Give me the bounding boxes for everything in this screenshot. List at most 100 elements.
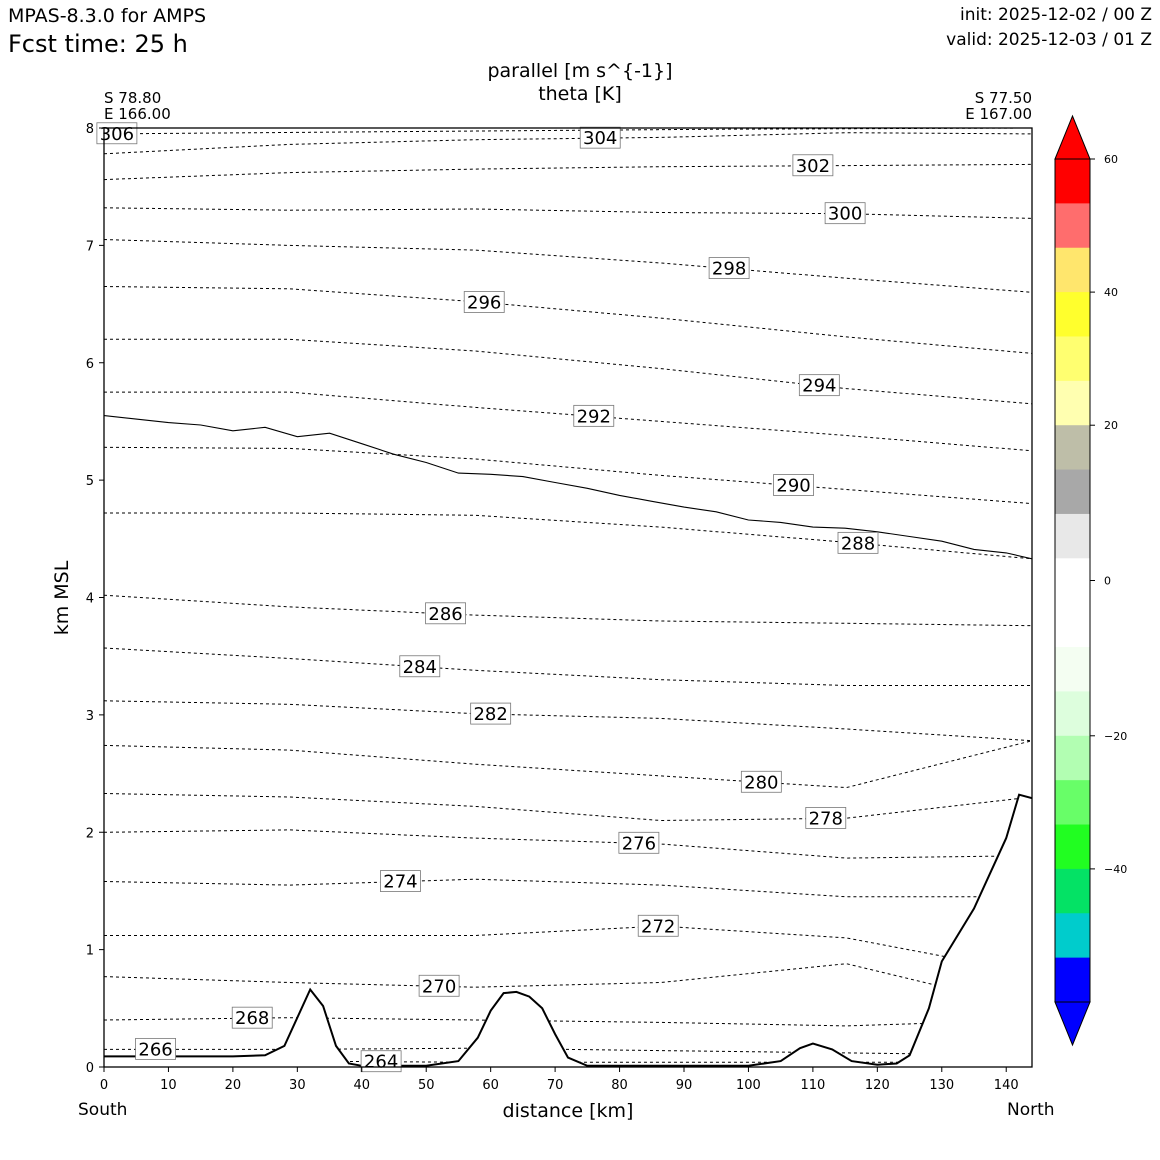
forecast-time: Fcst time: 25 h [8, 30, 188, 58]
theta-label-286: 286 [425, 602, 466, 625]
left-endpoint-lat: S 78.80 [104, 89, 162, 107]
colorbar-segment-15 [1055, 824, 1090, 870]
theta-contour-282 [104, 700, 1032, 742]
theta-contour-290 [104, 446, 1032, 505]
svg-text:270: 270 [422, 976, 456, 997]
left-endpoint-lon: E 166.00 [104, 105, 171, 123]
svg-text:300: 300 [828, 204, 862, 225]
theta-contour-296 [104, 286, 1032, 354]
colorbar-segment-17 [1055, 913, 1090, 959]
colorbar-segment-14 [1055, 780, 1090, 826]
theta-contour-298 [104, 239, 1032, 293]
theta-label-296: 296 [463, 291, 505, 314]
model-name: MPAS-8.3.0 for AMPS [8, 5, 207, 27]
colorbar-segment-18 [1055, 957, 1090, 1003]
svg-text:282: 282 [473, 704, 507, 725]
svg-text:306: 306 [100, 124, 134, 145]
colorbar-tick-label-5: −40 [1104, 863, 1127, 876]
svg-text:266: 266 [138, 1039, 172, 1060]
colorbar-segment-10 [1055, 602, 1090, 648]
theta-contour-266 [104, 1047, 1032, 1056]
theta-label-264: 264 [360, 1050, 402, 1073]
x-tick-label-30: 30 [289, 1078, 306, 1093]
colorbar-tick-label-1: 40 [1104, 286, 1118, 299]
colorbar-segment-8 [1055, 513, 1090, 559]
colorbar-segment-1 [1055, 203, 1090, 249]
svg-text:268: 268 [235, 1008, 269, 1029]
colorbar-tick-label-2: 20 [1104, 419, 1118, 432]
x-tick-label-70: 70 [547, 1078, 564, 1093]
left-endpoint-coords: S 78.80 E 166.00 [104, 90, 171, 122]
theta-label-272: 272 [637, 914, 679, 937]
theta-contour-278 [104, 793, 1032, 822]
colorbar-segment-11 [1055, 647, 1090, 692]
theta-label-266: 266 [135, 1037, 176, 1060]
terrain [104, 793, 1032, 1067]
colorbar-segment-13 [1055, 735, 1090, 781]
theta-contour-274 [104, 878, 1032, 898]
terrain-line [104, 793, 1032, 1067]
theta-label-278: 278 [805, 807, 847, 829]
theta-contour-300 [104, 207, 1032, 219]
colorbar-segment-12 [1055, 691, 1090, 737]
theta-contour-276 [104, 829, 1032, 859]
colorbar-tick-label-4: −20 [1104, 730, 1127, 743]
colorbar-segment-16 [1055, 868, 1090, 914]
svg-text:272: 272 [641, 916, 675, 937]
y-tick-label-2: 2 [86, 826, 94, 841]
svg-text:288: 288 [841, 533, 875, 554]
svg-text:304: 304 [583, 128, 617, 149]
theta-contour-268 [104, 1017, 1032, 1027]
theta-label-290: 290 [773, 474, 814, 497]
y-tick-label-5: 5 [86, 474, 94, 489]
wind-zero-contour [104, 415, 1032, 560]
theta-contour-306 [104, 128, 1032, 135]
y-tick-label-0: 0 [86, 1061, 94, 1076]
x-tick-label-130: 130 [929, 1078, 954, 1093]
svg-text:264: 264 [364, 1052, 398, 1073]
x-tick-label-40: 40 [354, 1078, 371, 1093]
y-tick-label-7: 7 [86, 239, 94, 254]
axes: 0 10 20 30 40 50 60 70 80 90 100 110 120 130 140 0 1 2 3 4 5… [86, 122, 1019, 1093]
theta-label-274: 274 [380, 870, 421, 893]
theta-label-300: 300 [824, 202, 866, 225]
colorbar-segment-0 [1055, 159, 1090, 204]
svg-text:294: 294 [802, 376, 836, 397]
theta-label-276: 276 [618, 831, 660, 854]
right-endpoint-lat: S 77.50 [974, 89, 1032, 107]
y-tick-label-6: 6 [86, 357, 94, 372]
north-label: North [1007, 1100, 1055, 1120]
svg-text:280: 280 [744, 772, 778, 793]
theta-label-292: 292 [573, 404, 615, 427]
x-tick-label-90: 90 [676, 1078, 693, 1093]
x-tick-label-110: 110 [800, 1078, 825, 1093]
y-tick-label-8: 8 [86, 122, 94, 137]
colorbar-tick-label-0: 60 [1104, 153, 1118, 166]
theta-label-284: 284 [399, 655, 441, 678]
wind-contours [104, 415, 1032, 560]
colorbar-bottom-extend [1054, 1001, 1091, 1047]
theta-contour-286 [104, 594, 1032, 627]
svg-text:296: 296 [467, 293, 501, 314]
x-tick-label-0: 0 [100, 1078, 108, 1093]
y-tick-label-1: 1 [86, 944, 94, 959]
x-tick-label-120: 120 [865, 1078, 890, 1093]
theta-contour-304 [104, 132, 1032, 155]
valid-time: valid: 2025-12-03 / 01 Z [946, 30, 1152, 50]
svg-text:302: 302 [796, 156, 830, 177]
south-label: South [78, 1100, 128, 1120]
init-time: init: 2025-12-02 / 00 Z [959, 5, 1152, 25]
theta-label-302: 302 [792, 154, 834, 177]
theta-label-270: 270 [418, 974, 460, 997]
colorbar-segment-3 [1055, 292, 1090, 337]
colorbar-segment-2 [1055, 247, 1090, 293]
right-endpoint-coords: S 77.50 E 167.00 [965, 90, 1032, 122]
chart-title-line-2: theta [K] [538, 83, 622, 105]
theta-contour-284 [104, 647, 1032, 686]
theta-contour-294 [104, 338, 1032, 405]
theta-contours [104, 128, 1032, 1063]
theta-label-268: 268 [231, 1006, 273, 1029]
colorbar-segment-9 [1055, 558, 1090, 604]
theta-label-294: 294 [798, 374, 840, 397]
colorbar-segment-7 [1055, 469, 1090, 515]
